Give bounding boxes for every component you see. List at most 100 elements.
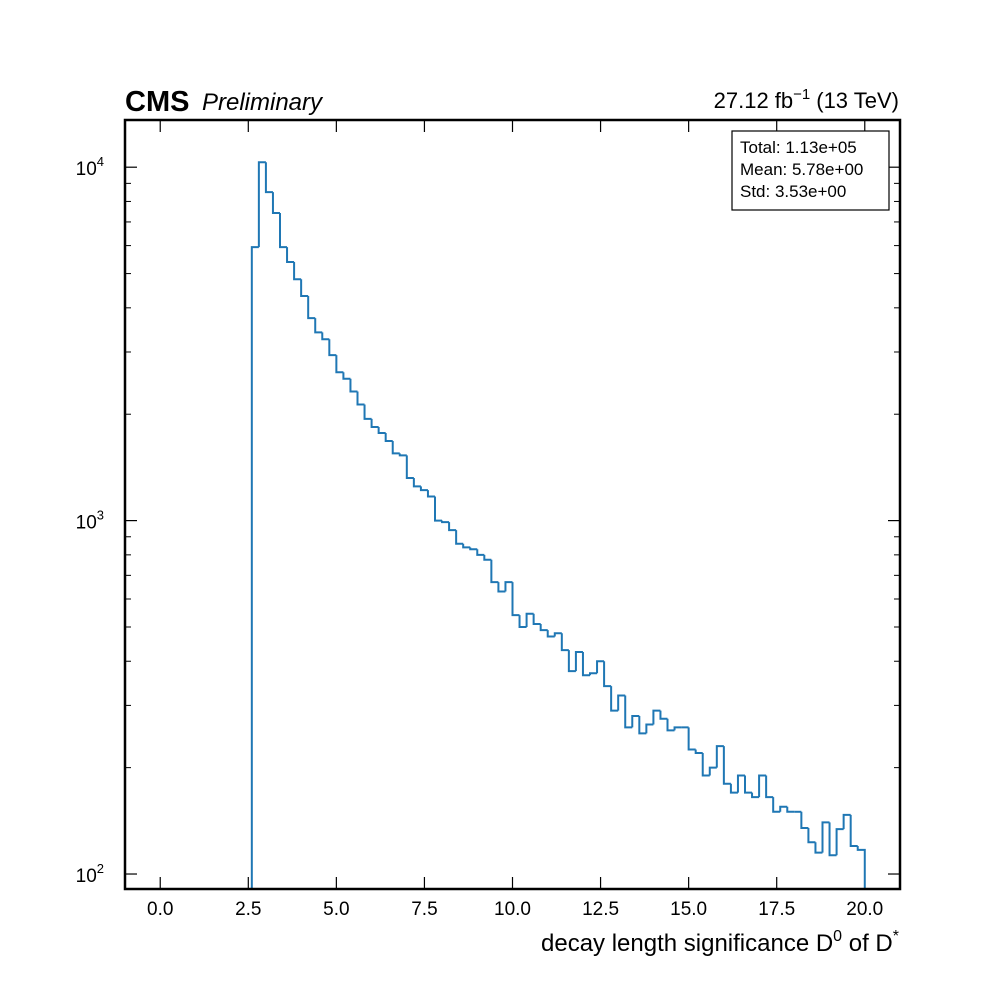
histogram-bin [814,842,823,854]
histogram-bin [257,161,266,248]
histogram-bin [645,723,654,734]
histogram-bin [779,805,788,812]
histogram-bin [300,279,309,298]
x-axis-label: decay length significance D0 of D* [541,928,899,957]
x-tick-label: 0.0 [147,899,173,920]
x-tick-label: 10.0 [494,899,531,920]
histogram-bin [504,581,513,592]
histogram-bin [744,775,753,794]
y-tick-label: 102 [76,861,104,887]
histogram-bin [539,623,548,632]
histogram-bin [469,547,478,551]
x-tick-label: 2.5 [235,899,261,920]
histogram-bin [448,522,457,532]
histogram-bin [751,792,760,799]
histogram-bin [849,814,858,848]
histogram-bin [800,811,809,829]
y-tick-exponent: 3 [97,508,104,523]
histogram-bin [384,432,393,442]
histogram-bin [574,650,583,672]
histogram-bin [511,582,520,617]
histogram-bin [786,806,795,813]
x-label-part: * [893,928,899,945]
histogram-bin [250,246,259,889]
histogram-bin [455,530,464,545]
histogram-bin [441,520,450,524]
histogram-bin [631,714,640,728]
x-tick-label: 7.5 [411,899,437,920]
histogram-bin [596,660,605,674]
x-label-part: of D [842,930,893,957]
histogram-bin [652,709,661,725]
histogram-bin [856,846,866,889]
y-tick-exponent: 2 [97,861,104,876]
histogram-bin [765,775,774,799]
stats-box [731,130,890,211]
histogram-bin [567,650,576,673]
histogram-bin [666,718,675,732]
histogram-bin [518,615,527,628]
histogram-bin [835,828,844,856]
y-tick-label: 104 [76,154,104,180]
histogram-bin [279,212,288,249]
histogram-bin [405,455,414,479]
stats-line: Total: 1.13e+05 [740,138,857,157]
x-tick-label: 17.5 [758,899,795,920]
histogram-bin [356,391,365,406]
histogram-bin [553,632,562,637]
histogram-bin [426,490,435,498]
histogram-bin [314,318,323,334]
histogram-bin [610,686,619,712]
histogram-bin [694,749,703,755]
stats-line: Std: 3.53e+00 [740,182,846,201]
histogram-bin [821,821,830,853]
histogram-bin [546,630,555,638]
histogram-bin [434,496,443,522]
x-label-part: decay length significance D [541,930,833,957]
histogram-bin [363,404,372,420]
x-tick-label: 15.0 [670,899,707,920]
y-tick-exponent: 4 [97,154,104,169]
histogram-bin [342,372,351,380]
experiment-label: CMS [125,86,189,118]
histogram-bin [271,192,280,214]
histogram-bin [842,813,851,830]
histogram-bin [673,726,682,731]
plot-area: 0.0 2.5 5.0 7.5 10.0 12.5 15.0 17.5 20.010210310… [76,120,900,920]
histogram-bin [708,766,717,776]
x-tick-label: 5.0 [323,899,349,920]
histogram-bin [419,486,428,492]
histogram-bin [377,427,386,434]
histogram-bin [349,378,358,393]
histogram-bin [321,332,330,341]
histogram-bin [307,296,316,320]
histogram-bin [772,797,781,813]
stats-line: Mean: 5.78e+00 [740,160,863,179]
lumi-label: 27.12 fb−1 (13 TeV) [714,86,899,113]
histogram-bin [328,339,337,357]
axes-frame [123,118,902,891]
y-tick-base: 10 [76,159,97,180]
histogram-bin [497,582,506,593]
histogram-bin [715,745,724,768]
histogram-bin [412,477,421,488]
histogram-bin [476,549,485,556]
histogram-bin [722,746,731,785]
y-tick-base: 10 [76,513,97,534]
histogram-bin [617,694,626,711]
histogram-bin [659,710,668,720]
histogram-bin [370,418,379,429]
histogram-bin [736,774,745,793]
histogram-bin [462,543,471,549]
histogram-bin [293,262,302,281]
histogram-bin [758,774,767,798]
lumi: 27.12 fb [714,88,794,113]
histogram-bin [532,613,541,625]
histogram-bin [638,715,647,735]
histogram-bin [398,453,407,457]
histogram-bin [581,651,590,677]
x-tick-label: 20.0 [846,899,883,920]
x-label-part: 0 [833,928,842,945]
histogram-bin [264,162,273,194]
